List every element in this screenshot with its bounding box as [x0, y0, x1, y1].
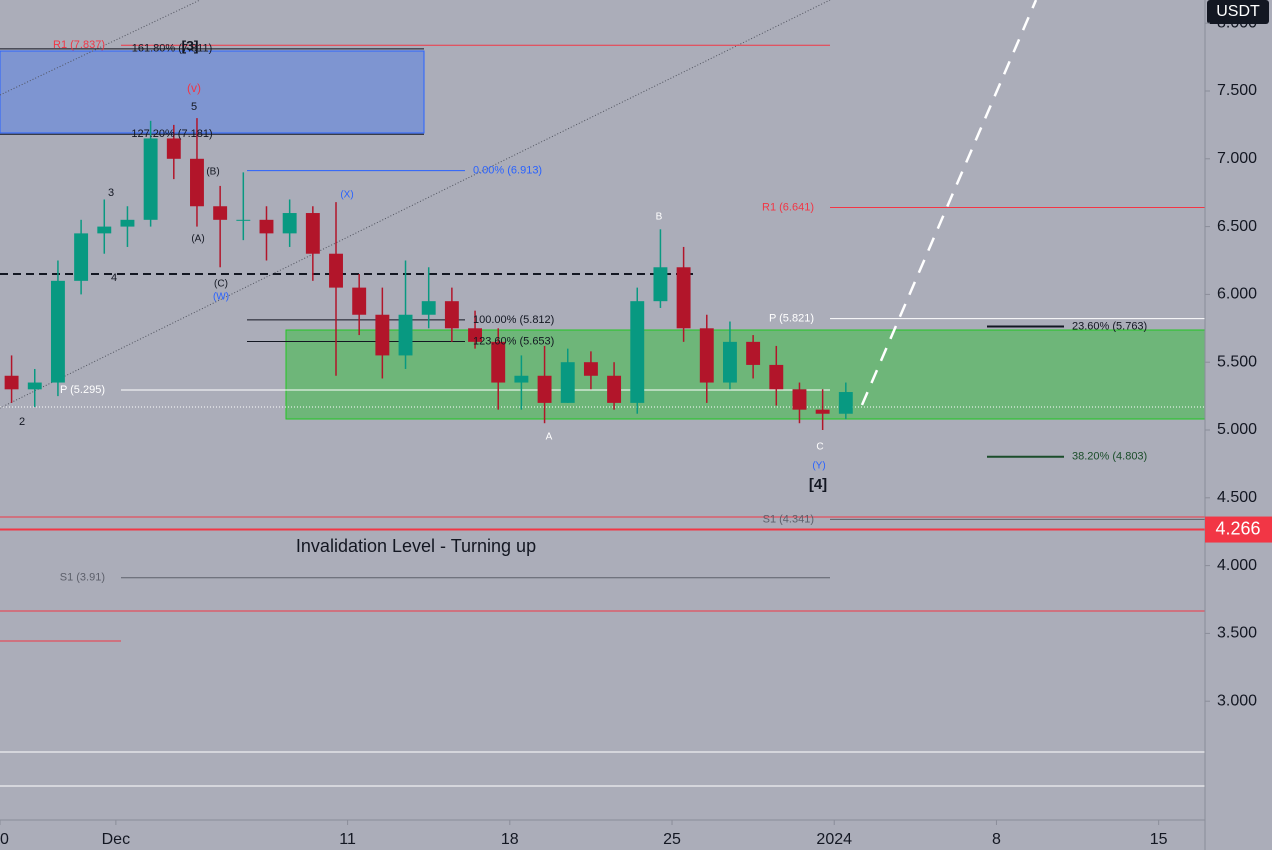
y-tick-label: 5.000: [1217, 421, 1257, 438]
candle-body: [50, 280, 65, 383]
wave-label: (B): [206, 167, 219, 178]
level-label: 127.20% (7.181): [131, 128, 212, 140]
candle-body: [444, 301, 459, 329]
annotation: Invalidation Level - Turning up: [296, 536, 536, 556]
candle-body: [97, 226, 112, 234]
candle-body: [4, 375, 19, 390]
x-tick-label: 18: [501, 831, 519, 848]
candle-body: [236, 219, 251, 221]
wave-label: (v): [187, 81, 201, 95]
wave-label: 5: [191, 101, 197, 113]
candle-body: [537, 375, 552, 403]
candle-body: [514, 375, 529, 383]
candle-body: [421, 301, 436, 315]
plot-area: [0, 0, 1205, 787]
y-tick-label: 4.000: [1217, 557, 1257, 574]
wave-label: (W): [213, 292, 229, 303]
candle-body: [676, 267, 691, 329]
x-tick-label: 25: [663, 831, 681, 848]
level-label: 0.00% (6.913): [473, 164, 542, 176]
y-tick-label: 8.000: [1217, 14, 1257, 31]
last-price-label: 4.266: [1215, 518, 1260, 538]
wave-label: (X): [340, 190, 353, 201]
level-label: 38.20% (4.803): [1072, 451, 1147, 463]
candle-body: [630, 301, 645, 403]
wave-label: (C): [214, 279, 228, 290]
candle-body: [560, 362, 575, 403]
candle-body: [329, 253, 343, 288]
candle-body: [190, 158, 204, 207]
level-label: R1 (6.641): [762, 201, 814, 213]
x-tick-label: 00: [0, 831, 9, 848]
candle-body: [769, 364, 784, 390]
candle-body: [792, 389, 807, 410]
wave-label: C: [816, 442, 823, 453]
candle-body: [653, 267, 668, 302]
candle-body: [468, 328, 482, 342]
x-tick-label: 2024: [816, 831, 852, 848]
candle-body: [213, 206, 228, 220]
last-price-badge: [1205, 516, 1272, 543]
y-tick-label: 7.000: [1217, 150, 1257, 167]
candle-body: [607, 375, 622, 403]
x-tick-label: 8: [992, 831, 1001, 848]
candle-body: [746, 341, 761, 365]
wave-label: [4]: [809, 476, 827, 493]
level-label: 161.80% (7.811): [132, 43, 213, 55]
x-tick-label: 15: [1150, 831, 1168, 848]
wave-label: 4: [111, 272, 117, 284]
level-label: 100.00% (5.812): [473, 314, 554, 326]
wave-label: A: [546, 432, 553, 443]
level-label: S1 (4.341): [763, 513, 814, 525]
target-zone: [0, 50, 425, 134]
level-label: R1 (7.837): [53, 39, 105, 51]
candle-body: [398, 314, 413, 356]
channel-line: [0, 0, 201, 96]
level-label: P (5.821): [769, 313, 814, 325]
y-tick-label: 6.000: [1217, 286, 1257, 303]
wave-label: B: [656, 212, 663, 223]
wave-label: 2: [19, 416, 25, 428]
y-tick-label: 5.500: [1217, 353, 1257, 370]
y-tick-label: 7.500: [1217, 82, 1257, 99]
candle-body: [583, 362, 598, 376]
y-tick-label: 6.500: [1217, 218, 1257, 235]
channel-line: [0, 0, 831, 409]
candle-body: [815, 409, 830, 414]
candle-body: [699, 328, 714, 383]
y-tick-label: 3.500: [1217, 625, 1257, 642]
x-tick-label: Dec: [102, 831, 130, 848]
candle-body: [282, 213, 297, 234]
candle-body: [259, 219, 274, 234]
level-label: S1 (3.91): [60, 572, 105, 584]
currency-badge: [1207, 0, 1269, 24]
wave-label: (A): [191, 234, 204, 245]
level-label: 23.60% (5.763): [1072, 320, 1147, 332]
candle-body: [305, 213, 320, 254]
wave-label: (Y): [812, 461, 825, 472]
candle-body: [838, 392, 853, 414]
support-zone: [285, 329, 1205, 420]
level-label: 123.60% (5.653): [473, 335, 554, 347]
candle-body: [352, 287, 367, 315]
wave-label: 3: [108, 187, 114, 199]
candle-body: [120, 219, 135, 227]
candle-body: [143, 138, 158, 220]
candle-body: [27, 382, 42, 390]
projection: [860, 0, 1038, 406]
candle-body: [166, 138, 181, 159]
currency: USDT: [1216, 3, 1260, 20]
wave-label: [3]: [181, 38, 198, 54]
candle-body: [375, 314, 390, 356]
x-tick-label: 11: [339, 831, 356, 848]
candle-body: [723, 341, 737, 383]
candle-body: [491, 341, 506, 383]
candle-body: [74, 233, 89, 281]
level-label: P (5.295): [60, 384, 105, 396]
y-tick-label: 4.500: [1217, 489, 1257, 506]
y-tick-label: 3.000: [1217, 692, 1257, 709]
